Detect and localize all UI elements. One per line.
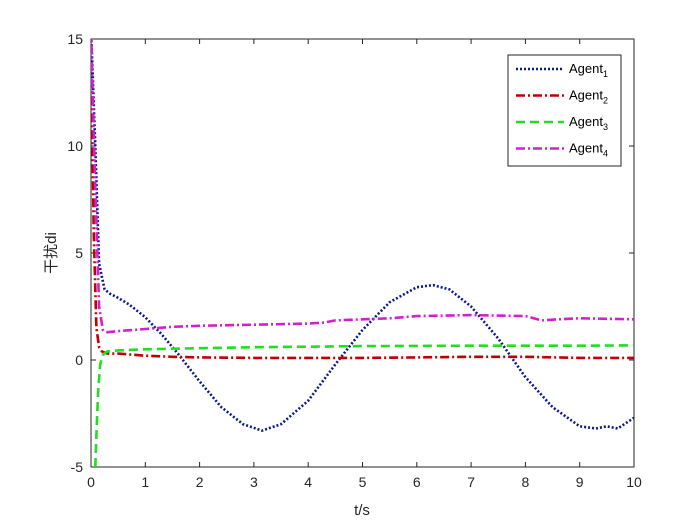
x-tick-label: 0 (87, 474, 95, 490)
x-axis-label: t/s (354, 502, 370, 519)
y-tick-label: 5 (75, 245, 83, 261)
x-tick-label: 4 (304, 474, 312, 490)
y-tick-labels: -5 0 5 10 15 (67, 31, 83, 475)
x-tick-label: 10 (626, 474, 642, 490)
x-tick-label: 7 (467, 474, 475, 490)
x-tick-label: 8 (522, 474, 530, 490)
x-tick-label: 5 (359, 474, 367, 490)
legend-label: Agent4 (569, 141, 608, 159)
legend-label: Agent3 (569, 114, 608, 132)
y-tick-label: 15 (67, 31, 83, 47)
series-line-agent-2 (91, 39, 634, 360)
legend-label: Agent2 (569, 88, 608, 106)
series-line-agent-3 (94, 344, 634, 467)
legend-box (507, 54, 622, 167)
legend: Agent1 Agent2 Agent3 Agent4 (507, 54, 622, 167)
tick-marks (90, 38, 635, 468)
y-tick-label: 10 (67, 138, 83, 154)
series-line-agent-4 (91, 39, 634, 334)
x-tick-label: 2 (196, 474, 204, 490)
x-tick-labels: 0 1 2 3 4 5 6 7 8 9 10 (87, 474, 642, 490)
x-tick-label: 3 (250, 474, 258, 490)
x-tick-label: 6 (413, 474, 421, 490)
series-layer (91, 39, 634, 467)
y-tick-label: -5 (71, 459, 84, 475)
x-tick-label: 9 (576, 474, 584, 490)
y-axis-label: 干扰di (43, 232, 60, 274)
x-tick-label: 1 (141, 474, 149, 490)
y-tick-label: 0 (75, 352, 83, 368)
legend-label: Agent1 (569, 61, 608, 79)
series-line-agent-1 (91, 39, 634, 432)
